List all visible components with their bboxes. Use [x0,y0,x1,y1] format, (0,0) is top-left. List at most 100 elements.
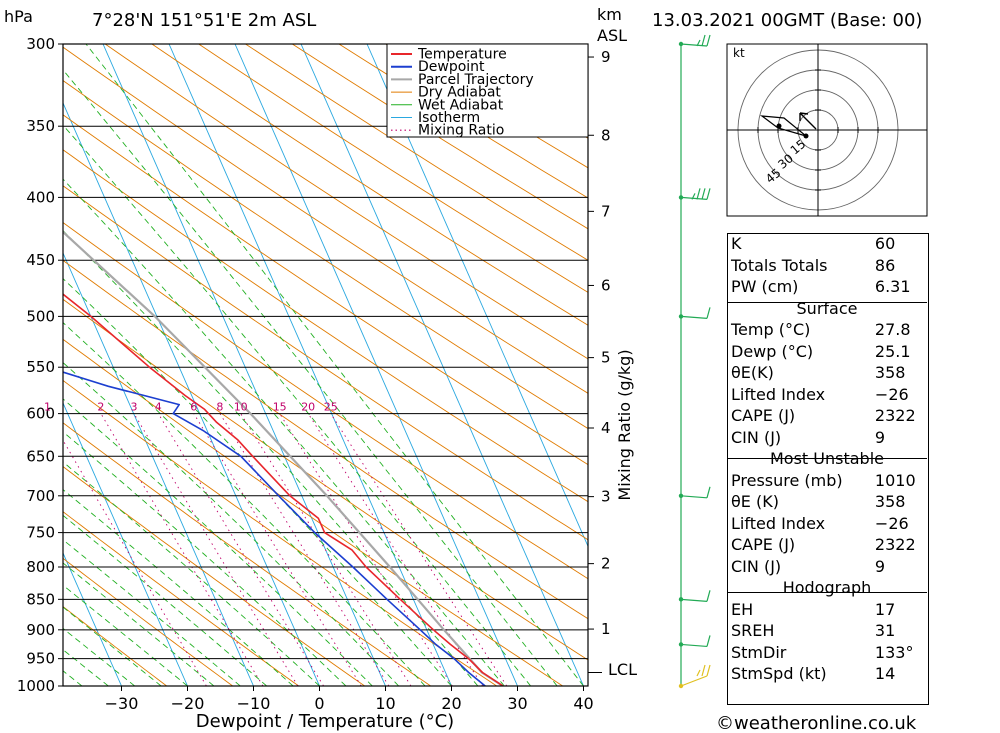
wind-barb-feather [706,307,711,319]
indices-table: K 60 Totals Totals 86 PW (cm) 6.31 Surface … [727,233,927,685]
pw-value: 6.31 [874,277,911,297]
temperature-tick-label: −20 [171,694,205,713]
k-index-label: K [731,234,742,254]
altitude-tick-label: 4 [601,419,611,437]
dry-adiabat-line [63,46,588,394]
pressure-tick-label: 500 [26,307,55,325]
dry-adiabat-line [292,44,588,230]
eh-label: EH [731,599,754,619]
indices-panel [727,233,929,705]
totals-totals-label: Totals Totals [731,255,828,275]
wet-adiabat-line [63,278,452,686]
wind-barb-shaft [680,598,708,602]
wind-barb-feather [696,669,701,677]
hodograph-point [776,123,782,129]
surface-cape-label: CAPE (J) [731,406,796,426]
wind-barb-feather [706,635,711,647]
mixing-ratio-label: 20 [301,401,315,414]
dry-adiabat-line [63,222,588,580]
mixing-ratio-line [279,413,453,686]
pressure-tick-label: 600 [26,405,55,423]
mu-li-label: Lifted Index [731,513,826,533]
hodograph-unit-label: kt [733,46,745,60]
k-index-value: 60 [874,234,896,254]
mu-cin-label: CIN (J) [731,556,782,576]
totals-totals-value: 86 [874,255,896,275]
mixing-ratio-label: 3 [131,401,138,414]
legend-label: Isotherm [418,110,480,126]
wet-adiabat-line [63,362,400,686]
dry-adiabat-line [151,44,588,326]
storm-dir-label: StmDir [731,642,787,662]
pressure-tick-label: 750 [26,524,55,542]
dry-adiabat-line [63,557,233,686]
temperature-tick-label: −10 [237,694,271,713]
pressure-tick-label: 800 [26,558,55,576]
pressure-tick-label: 400 [26,188,55,206]
wind-barb-shaft [680,495,708,499]
wind-barbs [678,34,711,689]
dry-adiabat-line [63,422,431,686]
altitude-tick-label: 8 [601,126,611,144]
surface-dewp-label: Dewp (°C) [731,341,814,361]
mixing-ratio-line [133,413,299,686]
dry-adiabat-line [63,606,167,686]
legend-label: Parcel Trajectory [418,72,534,88]
hodograph-title: Hodograph [782,578,872,598]
wet-adiabat-line [63,562,215,686]
wet-adiabat-line [63,124,532,686]
wet-adiabat-line [63,398,373,686]
mu-theta-label: θE (K) [731,492,779,512]
surface-theta-value: 358 [874,363,906,383]
wet-adiabat-line [63,514,267,686]
wet-adiabat-line [63,489,294,686]
hodograph-trace [759,115,807,137]
wind-barb-feather [706,188,711,200]
wet-adiabat-line [63,322,426,686]
mixing-ratio-label: 15 [273,401,287,414]
surface-temp-value: 27.8 [874,320,911,340]
dry-adiabat-line [63,298,588,661]
mixing-ratio-line [240,413,412,686]
storm-motion-arrow [799,112,817,130]
pressure-tick-label: 650 [26,447,55,465]
dry-adiabat-line [63,465,365,686]
dry-adiabat-line [198,44,588,293]
mixing-ratio-label: 10 [234,401,248,414]
wet-adiabat-line [63,539,241,686]
wind-barb-feather [706,486,711,498]
surface-cape-value: 2322 [874,406,916,426]
mixing-ratio-line [157,413,324,686]
mixing-ratio-axis-label: Mixing Ratio (g/kg) [615,349,634,500]
surface-dewp-value: 25.1 [874,341,911,361]
wind-barb-shaft [680,675,708,687]
wind-barb-feather [701,34,706,47]
temperature-tick-label: 20 [441,694,461,713]
altitude-tick-label: 2 [601,555,611,573]
pw-label: PW (cm) [731,277,799,297]
wind-barb-feather [706,590,711,602]
wind-barb-shaft [680,643,708,648]
altitude-tick-label: 9 [601,48,611,66]
wind-barb-feather [696,39,701,47]
storm-speed-label: StmSpd (kt) [731,664,827,684]
temperature-tick-label: 0 [314,694,324,713]
temperature-tick-label: 30 [507,694,527,713]
surface-cin-label: CIN (J) [731,427,782,447]
pressure-tick-label: 450 [26,251,55,269]
isotherm-line [63,251,254,686]
plot-frame [62,43,589,687]
surface-theta-label: θE(K) [731,363,774,383]
legend-label: Dewpoint [418,59,485,75]
mu-cin-value: 9 [874,556,886,576]
dry-adiabat-line [63,379,497,686]
x-axis-label: Dewpoint / Temperature (°C) [196,711,454,732]
dry-adiabat-line [104,44,588,360]
mu-cape-label: CAPE (J) [731,535,796,555]
mixing-ratio-label: 25 [324,401,338,414]
wind-barb-point [678,314,684,319]
mu-pressure-label: Pressure (mb) [731,470,843,490]
wet-adiabat-line [63,229,479,686]
